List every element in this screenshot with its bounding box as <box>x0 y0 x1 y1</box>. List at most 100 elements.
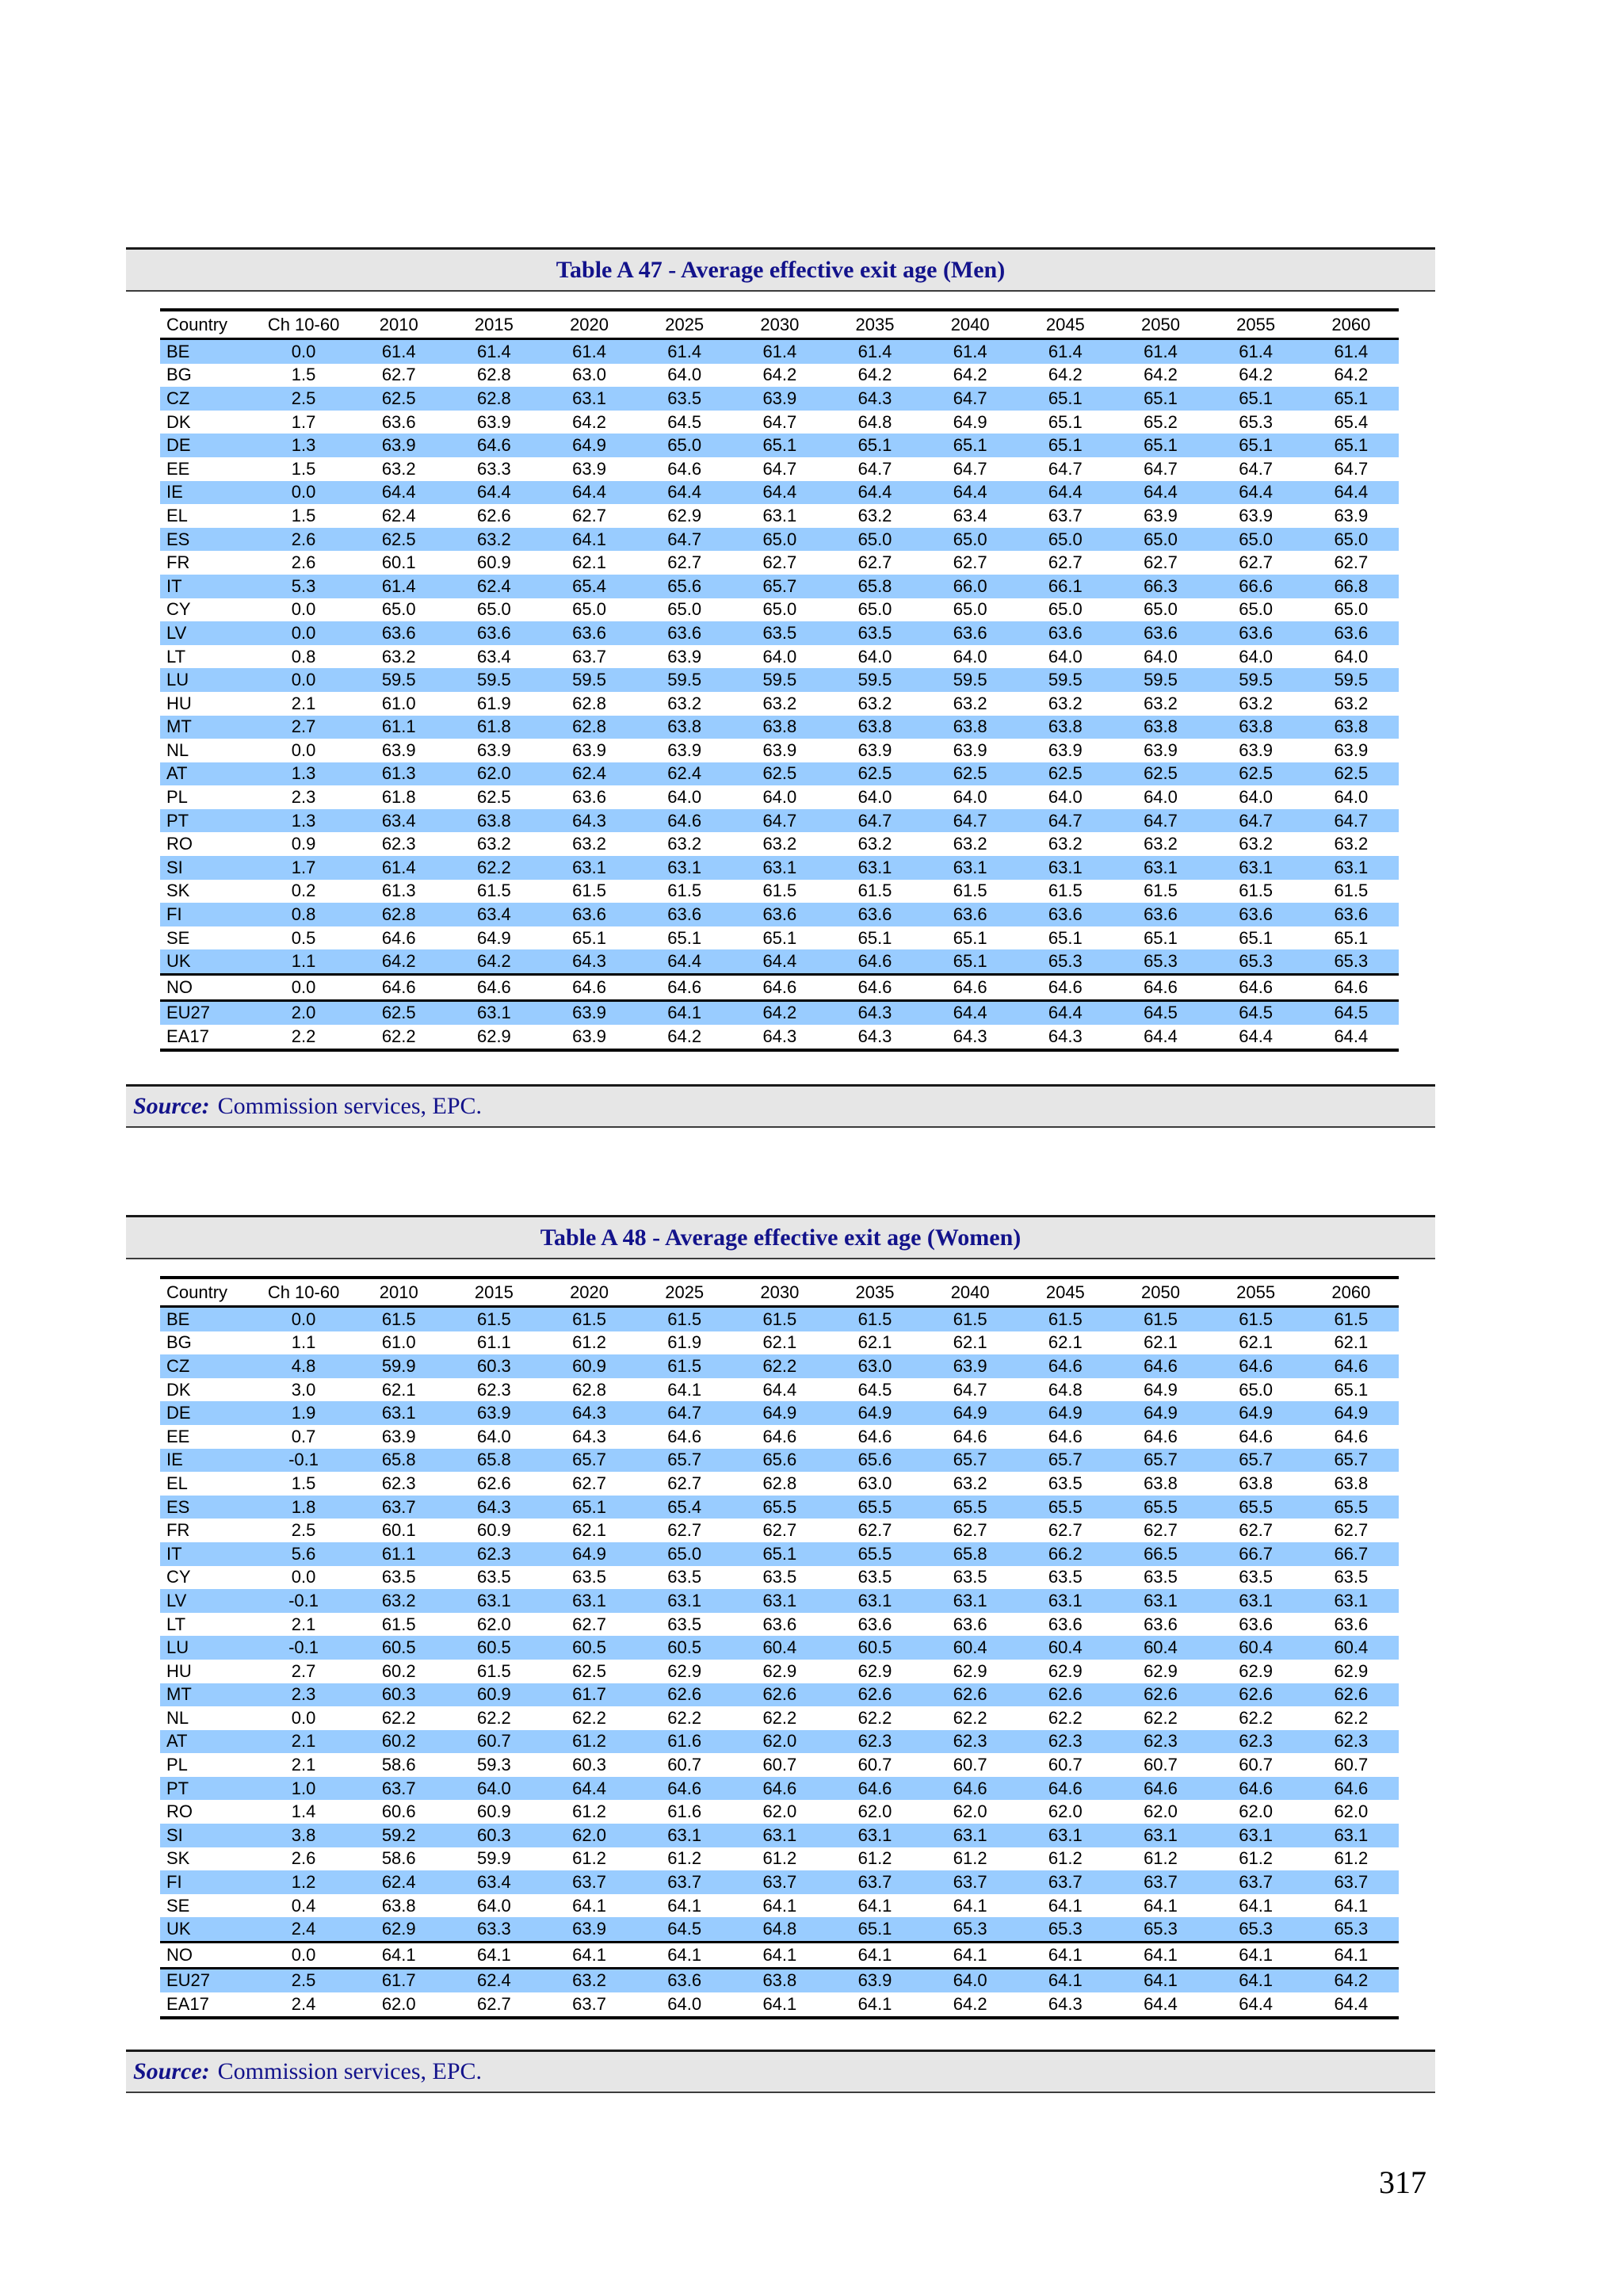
value-cell: 63.9 <box>953 739 987 760</box>
source-text: Commission services, EPC. <box>217 1093 483 1119</box>
value-cell: 65.3 <box>1018 949 1113 976</box>
value-cell: 60.3 <box>476 1355 511 1376</box>
value-cell: 2.7 <box>291 1660 316 1681</box>
value-cell: 61.5 <box>476 881 511 901</box>
value-cell: 64.1 <box>857 1895 892 1916</box>
value-cell: 62.8 <box>476 388 511 408</box>
value-cell: 61.2 <box>572 1848 606 1869</box>
value-cell: 64.1 <box>731 1942 827 1969</box>
value-cell: 64.6 <box>1334 1778 1369 1798</box>
value-cell: 63.9 <box>1144 505 1178 525</box>
value-cell: 61.2 <box>572 1801 606 1822</box>
value-cell: 62.4 <box>476 575 511 596</box>
value-cell: 60.7 <box>953 1755 987 1775</box>
value-cell: 60.5 <box>667 1637 702 1658</box>
value-cell: 60.9 <box>476 552 511 573</box>
table-a47-title: Table A 47 - Average effective exit age … <box>556 256 1006 283</box>
country-cell: PT <box>166 1778 189 1798</box>
value-cell: 62.3 <box>476 1379 511 1400</box>
value-cell: 61.0 <box>381 693 416 713</box>
value-cell: 64.4 <box>762 482 797 502</box>
value-cell: 62.9 <box>1334 1660 1369 1681</box>
value-cell: 61.4 <box>667 341 702 361</box>
value-cell: 64.6 <box>1113 974 1209 1002</box>
value-cell: 63.6 <box>1144 1614 1178 1634</box>
value-cell: 64.6 <box>636 974 732 1002</box>
value-cell: 64.4 <box>1144 1026 1178 1047</box>
value-cell: 63.5 <box>667 1567 702 1587</box>
value-cell: 63.6 <box>381 411 416 432</box>
table-a47-source-bar: Source: Commission services, EPC. <box>126 1084 1435 1128</box>
country-cell: SI <box>166 1824 183 1845</box>
country-cell: UK <box>160 949 256 976</box>
value-cell: 1.3 <box>291 763 316 784</box>
value-cell: 59.2 <box>381 1824 416 1845</box>
value-cell: 61.5 <box>762 1308 797 1329</box>
value-cell: 64.4 <box>476 482 511 502</box>
value-cell: 0.4 <box>291 1895 316 1916</box>
value-cell: 1.3 <box>291 435 316 456</box>
column-header: 2050 <box>1113 310 1209 340</box>
value-cell: 64.6 <box>476 435 511 456</box>
value-cell: 63.8 <box>1144 1473 1178 1493</box>
country-cell: HU <box>166 693 192 713</box>
value-cell: 61.4 <box>1048 341 1083 361</box>
value-cell: 65.8 <box>857 575 892 596</box>
value-cell: 61.6 <box>667 1801 702 1822</box>
value-cell: 64.1 <box>1239 1970 1274 1991</box>
value-cell: 62.2 <box>953 1707 987 1728</box>
value-cell: 61.5 <box>1048 881 1083 901</box>
value-cell: 66.2 <box>1048 1543 1083 1564</box>
table-row-lt: LT 2.1 61.5 62.0 62.7 63.5 63.6 63.6 63.6 63.6 63.… <box>160 1613 1399 1637</box>
value-cell: 63.1 <box>572 857 606 877</box>
country-cell: LV <box>166 622 187 643</box>
value-cell: 62.2 <box>476 1707 511 1728</box>
value-cell: 63.6 <box>667 904 702 925</box>
value-cell: 65.1 <box>1048 411 1083 432</box>
value-cell: 65.0 <box>476 599 511 620</box>
value-cell: 65.5 <box>1048 1496 1083 1517</box>
value-cell: 65.3 <box>1113 1917 1209 1944</box>
value-cell: 59.5 <box>857 670 892 690</box>
value-cell: 63.2 <box>476 529 511 549</box>
value-cell: 65.7 <box>1144 1450 1178 1470</box>
value-cell: 64.7 <box>667 529 702 549</box>
value-cell: 61.5 <box>381 1614 416 1634</box>
table-row-eu27: EU27 2.5 61.7 62.4 63.2 63.6 63.8 63.9 64.0 64.1 6… <box>160 1968 1399 1993</box>
value-cell: 65.1 <box>953 927 987 948</box>
value-cell: 64.0 <box>476 1778 511 1798</box>
value-cell: 0.0 <box>291 739 316 760</box>
value-cell: 62.1 <box>953 1332 987 1353</box>
value-cell: 64.0 <box>953 1970 987 1991</box>
value-cell: 65.0 <box>667 435 702 456</box>
value-cell: 60.9 <box>476 1520 511 1541</box>
value-cell: 58.6 <box>381 1755 416 1775</box>
value-cell: 1.1 <box>291 1332 316 1353</box>
value-cell: 65.4 <box>667 1496 702 1517</box>
column-header: 2015 <box>446 310 542 340</box>
value-cell: 65.1 <box>1239 927 1274 948</box>
table-a48-source-bar: Source: Commission services, EPC. <box>126 2050 1435 2093</box>
value-cell: -0.1 <box>288 1590 319 1610</box>
value-cell: 63.9 <box>667 739 702 760</box>
value-cell: 62.2 <box>1048 1707 1083 1728</box>
value-cell: 61.9 <box>476 693 511 713</box>
table-a47-men: Country Ch 10-60 2010 2015 2020 2025 2030 2035 2… <box>160 308 1399 1052</box>
table-row-eu27: EU27 2.0 62.5 63.1 63.9 64.1 64.2 64.3 64.4 64.4 6… <box>160 1000 1399 1026</box>
value-cell: 62.9 <box>351 1917 447 1944</box>
value-cell: 61.5 <box>1239 881 1274 901</box>
value-cell: 64.9 <box>953 411 987 432</box>
value-cell: 63.9 <box>857 1970 892 1991</box>
value-cell: 63.6 <box>762 1614 797 1634</box>
table-row-it: IT 5.6 61.1 62.3 64.9 65.0 65.1 65.5 65.8 66.2 66.… <box>160 1541 1399 1566</box>
value-cell: 62.2 <box>476 857 511 877</box>
value-cell: 63.6 <box>953 1614 987 1634</box>
value-cell: 0.5 <box>291 927 316 948</box>
value-cell: 60.5 <box>381 1637 416 1658</box>
country-cell: BE <box>166 341 190 361</box>
country-cell: EE <box>166 1426 190 1446</box>
country-cell: SI <box>166 857 183 877</box>
table-row-ie: IE 0.0 64.4 64.4 64.4 64.4 64.4 64.4 64.4 64.4 64.… <box>160 480 1399 505</box>
value-cell: 1.5 <box>291 505 316 525</box>
